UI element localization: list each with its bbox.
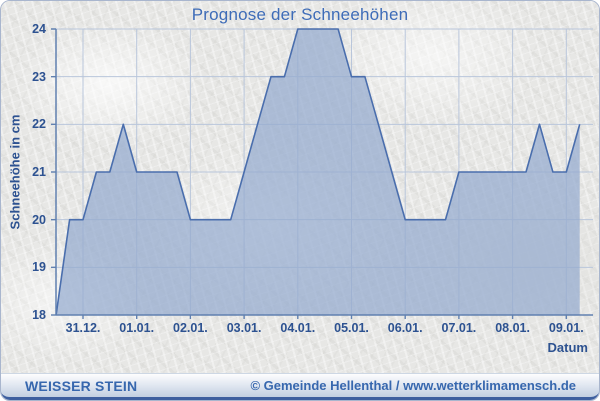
x-tick-label: 09.01. bbox=[548, 321, 584, 335]
chart-title: Prognose der Schneehöhen bbox=[191, 5, 409, 24]
footer-bar: WEISSER STEIN © Gemeinde Hellenthal / ww… bbox=[1, 373, 599, 400]
x-tick-label: 04.01. bbox=[280, 321, 316, 335]
x-tick-label: 05.01. bbox=[334, 321, 369, 335]
y-tick-label: 24 bbox=[32, 22, 46, 36]
x-tick-label: 02.01. bbox=[173, 321, 208, 335]
x-tick-label: 01.01. bbox=[119, 321, 155, 335]
snow-line bbox=[55, 28, 581, 316]
y-tick-label: 20 bbox=[32, 212, 46, 227]
snow-area-fill bbox=[56, 29, 580, 315]
copyright-text: © Gemeinde Hellenthal / www.wetterklimam… bbox=[250, 378, 576, 393]
snow-height-area-chart bbox=[51, 28, 593, 319]
y-tick-label: 19 bbox=[32, 260, 46, 275]
y-axis-title: Schneehöhe in cm bbox=[7, 114, 23, 230]
x-tick-label: 08.01. bbox=[495, 321, 530, 335]
y-tick-label: 21 bbox=[32, 165, 46, 179]
x-tick-label: 06.01. bbox=[387, 321, 423, 335]
x-axis-title: Datum bbox=[547, 340, 588, 355]
y-tick-label: 18 bbox=[32, 308, 46, 322]
x-tick-label: 31.12. bbox=[65, 321, 101, 335]
station-name: WEISSER STEIN bbox=[25, 377, 138, 394]
y-tick-label: 22 bbox=[32, 117, 46, 132]
y-tick-label: 23 bbox=[32, 69, 46, 84]
x-tick-label: 07.01. bbox=[441, 321, 477, 335]
x-tick-label: 03.01. bbox=[226, 321, 262, 335]
